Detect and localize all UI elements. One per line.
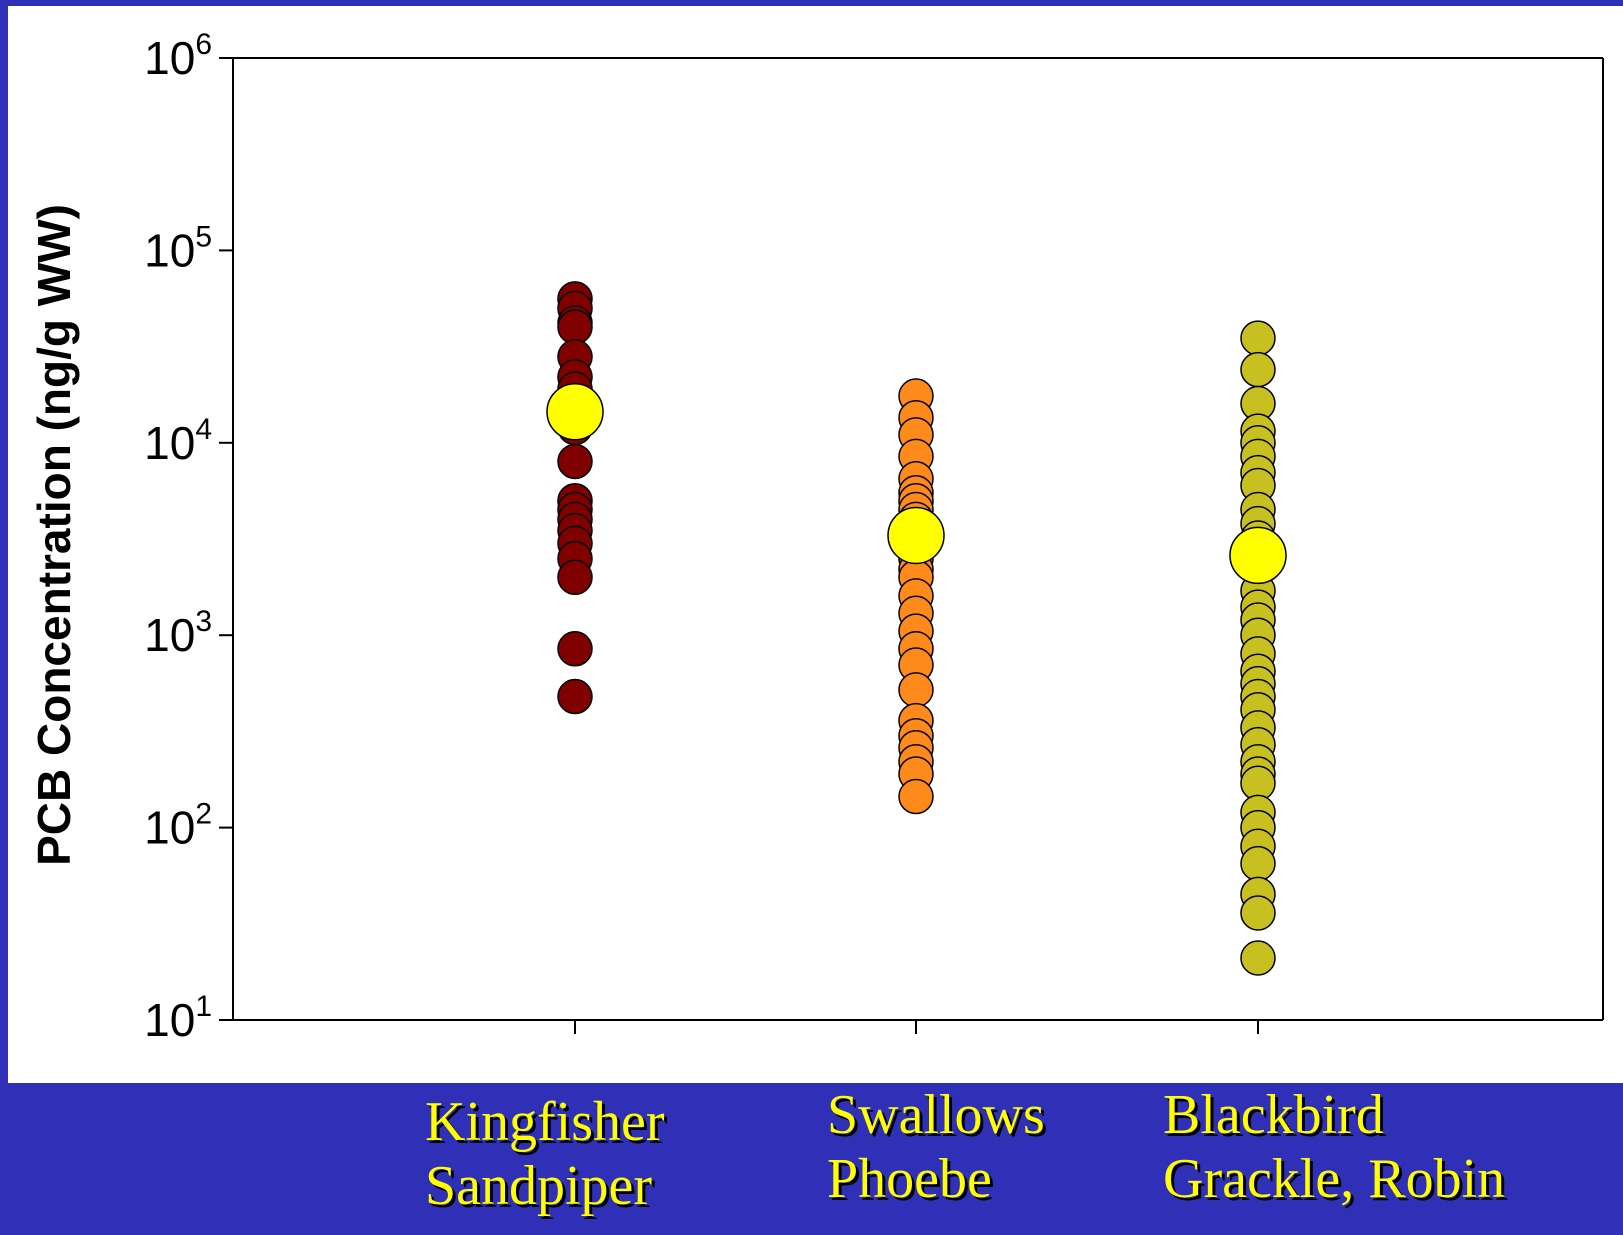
data-points — [557, 281, 1276, 976]
mean-point — [887, 506, 945, 565]
category-label-swallows-phoebe: Swallows Phoebe — [827, 1083, 1045, 1211]
data-point — [557, 678, 593, 715]
data-point — [1240, 940, 1276, 976]
data-point — [557, 559, 593, 596]
category-label-line1: Swallows — [827, 1084, 1045, 1146]
data-point — [1240, 320, 1276, 356]
category-label-kingfisher-sandpiper: Kingfisher Sandpiper — [425, 1090, 665, 1218]
y-tick-label: 106 — [144, 28, 212, 84]
y-tick-label: 101 — [144, 990, 212, 1046]
data-point — [1240, 845, 1276, 882]
axes: 101 102 103 104 105 106 — [144, 28, 1604, 1046]
mean-markers — [546, 383, 1287, 585]
y-tick-label: 103 — [144, 605, 212, 661]
data-point — [1240, 895, 1276, 931]
data-point — [557, 309, 593, 345]
data-point — [898, 672, 934, 708]
category-label-line2: Sandpiper — [425, 1155, 653, 1217]
y-tick-label: 102 — [144, 798, 212, 854]
category-label-line2: Grackle, Robin — [1163, 1148, 1506, 1210]
data-point — [898, 778, 934, 815]
data-point — [557, 631, 593, 667]
category-label-line1: Blackbird — [1163, 1084, 1384, 1146]
category-label-line2: Phoebe — [827, 1148, 992, 1210]
category-label-line1: Kingfisher — [425, 1091, 665, 1153]
plot-panel — [8, 6, 1623, 1083]
y-tick-label: 105 — [144, 220, 212, 276]
y-axis-label: PCB Concentration (ng/g WW) — [28, 204, 80, 866]
data-point — [557, 443, 593, 480]
category-label-blackbird-grackle-robin: Blackbird Grackle, Robin — [1163, 1083, 1505, 1211]
y-tick-label: 104 — [144, 413, 212, 469]
mean-point — [1229, 526, 1287, 585]
mean-point — [546, 383, 604, 441]
data-point — [1240, 351, 1276, 388]
